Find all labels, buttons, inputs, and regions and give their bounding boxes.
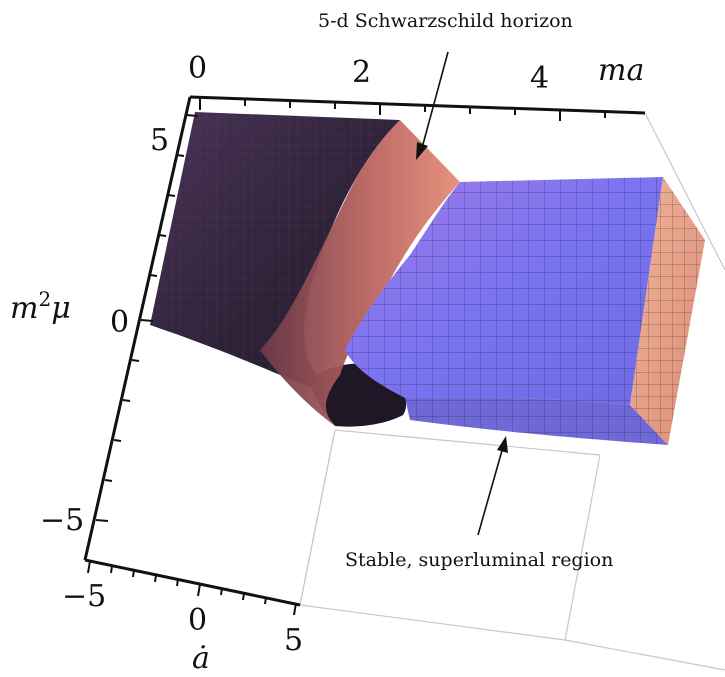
horizon-arrow-head	[416, 142, 428, 160]
horizon-annotation: 5-d Schwarzschild horizon	[318, 10, 573, 32]
m2mu-axis-ticks	[95, 114, 199, 522]
m2mu-tick-minus5: −5	[40, 503, 84, 538]
adot-axis-ticks	[87, 560, 297, 616]
m2mu-axis-title-sup: 2	[38, 287, 51, 311]
adot-tick-minus5: −5	[62, 579, 106, 614]
bounding-edge-front	[299, 429, 336, 606]
horizon-arrow-line	[421, 51, 449, 149]
m2mu-tick-5: 5	[150, 123, 169, 158]
adot-axis-title: ȧ	[192, 641, 210, 676]
ma-axis-ticks	[199, 98, 606, 121]
adot-tick-0: 0	[188, 603, 207, 638]
axis-frame	[83, 95, 646, 607]
ma-tick-4: 4	[530, 61, 549, 96]
ma-tick-0: 0	[188, 51, 207, 86]
ma-tick-2: 2	[352, 55, 371, 90]
stable-arrow-head	[497, 436, 508, 453]
stable-surface-mesh	[345, 177, 663, 405]
ma-axis-title: ma	[598, 53, 644, 88]
horizon-surface	[260, 120, 460, 426]
dark-surface-mesh	[150, 112, 400, 395]
end-face-mesh	[630, 177, 705, 445]
adot-tick-5: 5	[284, 623, 303, 658]
stable-arrow-line	[477, 446, 504, 536]
stable-region-annotation: Stable, superluminal region	[345, 549, 613, 571]
m2mu-axis-title: m2μ	[10, 287, 71, 326]
stable-lower-band-mesh	[405, 397, 668, 445]
m2mu-axis-title-base: m	[10, 291, 38, 326]
m2mu-axis-title-tail: μ	[51, 291, 71, 326]
m2mu-tick-0: 0	[110, 305, 129, 340]
